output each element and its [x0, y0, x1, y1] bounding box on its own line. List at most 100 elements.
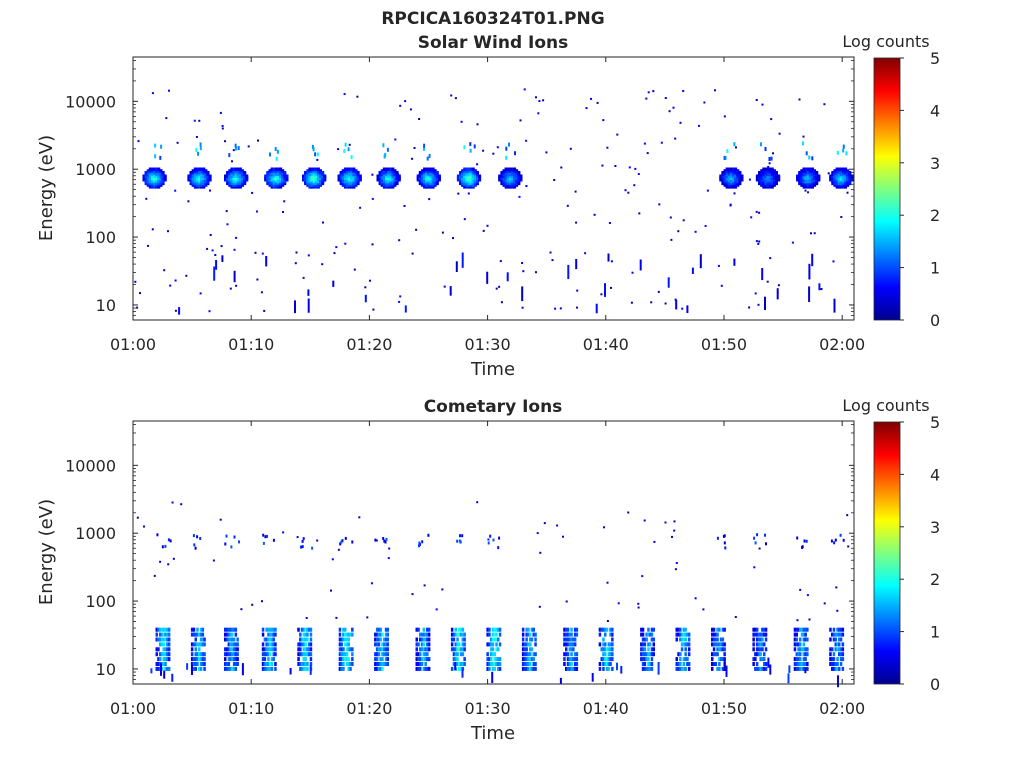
colorbar-tick-label: 2 [930, 570, 940, 589]
heatmap-cell [645, 652, 648, 657]
heatmap-cell [266, 181, 270, 186]
heatmap-cell [166, 652, 169, 657]
heatmap-cell [604, 657, 607, 662]
heatmap-cell [376, 174, 380, 178]
heatmap-cell [686, 662, 689, 666]
heatmap-cell [804, 174, 808, 178]
heatmap-cell [194, 662, 197, 666]
heatmap-cell [155, 647, 158, 652]
heatmap-cell [382, 174, 386, 178]
heatmap-cell [169, 284, 172, 287]
heatmap-cell [738, 181, 742, 186]
heatmap-cell [559, 307, 562, 310]
heatmap-cell [537, 112, 540, 115]
heatmap-cell [351, 540, 354, 544]
heatmap-cell [391, 181, 395, 186]
heatmap-cell [316, 167, 320, 171]
heatmap-cell [640, 627, 643, 632]
heatmap-cell [316, 181, 320, 186]
heatmap-cell [386, 632, 389, 637]
heatmap-cell [687, 652, 691, 657]
heatmap-cell [371, 243, 374, 246]
heatmap-cell [294, 262, 297, 265]
heatmap-cell [384, 152, 387, 157]
heatmap-cell [425, 174, 429, 178]
heatmap-cell [166, 642, 169, 647]
heatmap-cell [164, 632, 167, 637]
heatmap-cell [389, 167, 393, 171]
heatmap-cell [279, 181, 283, 186]
heatmap-cell [492, 152, 495, 155]
heatmap-cell [307, 642, 311, 647]
heatmap-cell [473, 169, 477, 173]
heatmap-cell [426, 632, 429, 637]
heatmap-cell [764, 147, 767, 151]
heatmap-cell [376, 176, 380, 180]
heatmap-cell [764, 627, 768, 632]
heatmap-cell [802, 141, 804, 146]
heatmap-cell [755, 637, 759, 642]
heatmap-cell [342, 632, 345, 637]
heatmap-cell [358, 516, 361, 519]
heatmap-cell [638, 212, 641, 215]
heatmap-cell [387, 174, 391, 178]
heatmap-cell [382, 171, 386, 175]
heatmap-cell [153, 181, 157, 186]
heatmap-cell [566, 204, 569, 207]
heatmap-cell [277, 181, 280, 186]
heatmap-cell [266, 171, 270, 175]
heatmap-cell [172, 557, 175, 560]
heatmap-cell [517, 174, 521, 178]
heatmap-cell [226, 179, 230, 184]
heatmap-cell [418, 541, 421, 545]
heatmap-cell [136, 306, 139, 309]
heatmap-cell [804, 176, 808, 180]
heatmap-cell [645, 666, 648, 671]
heatmap-cell [729, 181, 733, 186]
heatmap-cell [802, 167, 806, 171]
heatmap-cell [721, 666, 725, 671]
heatmap-cell [419, 657, 422, 662]
heatmap-cell [718, 627, 721, 632]
heatmap-cell [836, 657, 839, 662]
heatmap-cell [418, 179, 422, 184]
figure-title: RPCICA160324T01.PNG [381, 9, 604, 29]
heatmap-cell [265, 662, 268, 666]
heatmap-cell [832, 260, 835, 263]
heatmap-cell [378, 179, 382, 184]
heatmap-cell [627, 511, 630, 514]
heatmap-cell [151, 228, 154, 231]
heatmap-cell [463, 145, 466, 150]
heatmap-cell [831, 174, 835, 178]
heatmap-cell [349, 632, 352, 637]
heatmap-cell [387, 171, 391, 175]
heatmap-cell [304, 642, 307, 647]
heatmap-cell [502, 169, 506, 173]
heatmap-cell [312, 174, 316, 178]
heatmap-cell [382, 167, 386, 171]
heatmap-cell [598, 666, 602, 671]
heatmap-cell [799, 627, 802, 632]
heatmap-cell [146, 181, 150, 186]
heatmap-cell [187, 176, 191, 180]
heatmap-cell [837, 171, 841, 175]
heatmap-cell [241, 171, 244, 175]
heatmap-cell [763, 632, 766, 637]
heatmap-cell [385, 185, 388, 189]
heatmap-cell [793, 647, 797, 652]
heatmap-cell [534, 662, 537, 666]
heatmap-cell [186, 663, 189, 670]
heatmap-cell [204, 176, 208, 180]
heatmap-cell [153, 167, 157, 171]
heatmap-cell [153, 574, 156, 577]
heatmap-cell [418, 171, 422, 175]
heatmap-cell [772, 169, 776, 173]
heatmap-cell [643, 142, 646, 145]
heatmap-cell [498, 642, 502, 647]
heatmap-cell [418, 181, 422, 186]
heatmap-cell [227, 642, 231, 647]
heatmap-cell [236, 167, 240, 171]
heatmap-cell [800, 662, 804, 666]
heatmap-cell [302, 662, 306, 666]
heatmap-cell [759, 637, 762, 642]
